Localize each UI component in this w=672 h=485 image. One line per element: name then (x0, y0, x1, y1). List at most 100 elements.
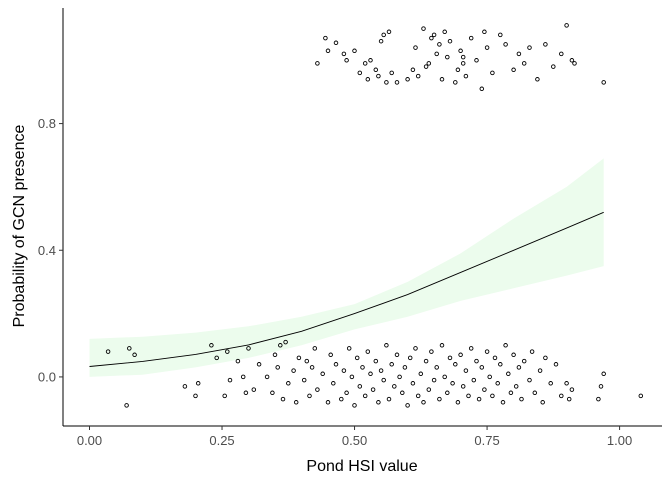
data-point (439, 77, 445, 82)
data-point (407, 355, 413, 361)
data-point (543, 355, 548, 361)
data-point (447, 38, 453, 44)
data-point (487, 374, 492, 380)
data-point (474, 358, 479, 364)
data-point (418, 371, 424, 377)
data-point (532, 390, 538, 396)
data-point (437, 42, 442, 47)
data-point (320, 371, 325, 377)
data-point (460, 54, 466, 60)
data-point (323, 35, 328, 41)
data-point (468, 346, 474, 351)
data-point (325, 48, 331, 54)
data-point (471, 377, 477, 383)
data-point (381, 32, 386, 38)
x-tick-label: 1.00 (607, 433, 632, 448)
data-point (559, 393, 564, 399)
data-point (296, 355, 302, 361)
data-point (548, 381, 553, 386)
x-tick-label: 0.00 (77, 433, 102, 448)
data-point (482, 29, 487, 35)
data-point (490, 70, 495, 76)
data-point (442, 374, 447, 380)
data-point (601, 371, 606, 377)
data-point (264, 374, 270, 380)
data-point (521, 358, 527, 364)
data-point (357, 70, 363, 76)
data-point (498, 362, 503, 367)
data-point (392, 384, 397, 389)
data-point (376, 400, 381, 405)
data-point (227, 377, 233, 383)
data-point (540, 400, 545, 405)
data-point (410, 67, 416, 73)
data-point (315, 61, 320, 66)
y-tick-label: 0.4 (38, 243, 56, 258)
data-point (495, 381, 500, 386)
data-point (193, 393, 198, 399)
data-point (482, 387, 487, 392)
data-point (564, 381, 569, 386)
y-tick-label: 0.0 (38, 369, 56, 384)
data-point (503, 343, 508, 348)
fit-line (89, 211, 604, 367)
data-point (389, 70, 394, 76)
data-point (301, 377, 307, 383)
data-point (463, 73, 469, 79)
data-point (365, 349, 371, 354)
confidence-band (89, 158, 604, 377)
data-point (283, 339, 288, 345)
data-point (389, 362, 394, 367)
data-point (458, 352, 463, 358)
data-point (225, 349, 230, 354)
data-point (508, 390, 514, 396)
data-point (209, 343, 214, 348)
data-point (460, 61, 466, 66)
data-point (124, 403, 129, 408)
data-point (402, 365, 408, 370)
data-point (352, 48, 357, 54)
data-point (354, 355, 360, 361)
data-point (429, 35, 434, 41)
data-point (458, 48, 463, 54)
data-point (373, 67, 379, 73)
data-point (293, 400, 299, 405)
data-point (405, 403, 410, 408)
data-point (434, 365, 439, 370)
data-point (339, 396, 344, 402)
data-point (519, 396, 524, 402)
data-point (455, 400, 461, 405)
data-point (333, 362, 339, 367)
data-point (349, 374, 355, 380)
data-point (521, 61, 527, 66)
data-point (476, 396, 482, 402)
data-point (378, 368, 384, 373)
data-point (331, 381, 336, 386)
data-point (243, 390, 249, 396)
data-point (506, 371, 511, 377)
data-points (105, 23, 644, 408)
data-point (447, 355, 453, 361)
data-point (413, 45, 418, 50)
data-point (421, 26, 426, 31)
data-point (460, 384, 466, 389)
data-point (596, 396, 601, 402)
data-point (195, 381, 201, 386)
data-point (598, 384, 604, 389)
data-point (445, 54, 450, 60)
data-point (569, 387, 575, 392)
data-point (442, 29, 447, 35)
data-point (333, 40, 339, 46)
data-point (286, 381, 291, 386)
data-point (376, 73, 381, 79)
data-point (362, 61, 368, 66)
data-point (384, 343, 389, 348)
data-point (235, 358, 241, 364)
data-point (474, 58, 479, 63)
data-point (445, 390, 450, 396)
x-tick-label: 0.75 (474, 433, 499, 448)
data-point (291, 368, 296, 373)
data-point (132, 352, 137, 358)
x-tick-label: 0.25 (209, 433, 234, 448)
data-point (373, 358, 379, 364)
